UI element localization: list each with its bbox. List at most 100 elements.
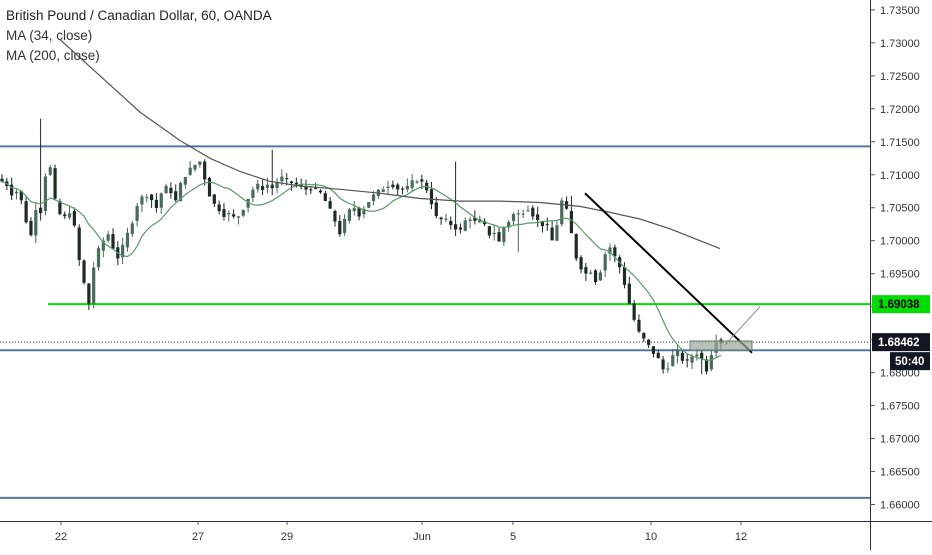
candle-body — [101, 240, 105, 251]
candle-body — [309, 189, 313, 191]
candle-body — [96, 248, 101, 268]
candle-body — [709, 354, 713, 370]
candle-body — [188, 167, 192, 175]
candle-body — [608, 247, 612, 254]
candle-body — [613, 247, 617, 257]
projection-line — [724, 306, 761, 346]
candle-body — [396, 184, 400, 190]
candle-body — [671, 355, 675, 367]
candle-body — [656, 352, 660, 359]
plot-area — [0, 0, 870, 521]
candle-body — [589, 272, 593, 274]
candle-body — [439, 217, 443, 220]
candle-body — [627, 283, 631, 304]
candle-body — [232, 214, 236, 217]
candle-body — [72, 211, 76, 226]
candle-body — [371, 194, 376, 202]
candle-body — [183, 176, 187, 185]
y-tick-label: 1.67000 — [880, 434, 920, 446]
candle-body — [343, 218, 347, 233]
ma-fast-line — [1, 180, 722, 362]
candle-body — [212, 194, 216, 204]
y-tick-label: 1.66000 — [880, 500, 920, 512]
candle-body — [603, 254, 607, 271]
candle-body — [164, 185, 168, 194]
candle-body — [333, 211, 337, 222]
candle-body — [651, 346, 656, 354]
candle-body — [453, 224, 458, 230]
candle-body — [381, 189, 385, 192]
candle-body — [507, 221, 511, 228]
candle-body — [285, 178, 289, 180]
candle-body — [10, 184, 14, 196]
candle-body — [323, 193, 327, 201]
candle-body — [58, 201, 62, 215]
candle-body — [400, 188, 405, 190]
candle-body — [265, 184, 270, 188]
candle-body — [275, 181, 279, 188]
candle-body — [497, 232, 501, 242]
ma-fast-legend[interactable]: MA (34, close) — [6, 28, 93, 43]
candle-body — [700, 352, 704, 359]
x-tick-label: 10 — [645, 531, 657, 543]
candle-body — [222, 209, 226, 217]
candle-body — [550, 227, 554, 241]
candle-body — [449, 220, 453, 226]
candle-body — [420, 179, 424, 182]
y-tick-label: 1.73500 — [880, 5, 920, 17]
candle-body — [314, 187, 318, 189]
symbol-title[interactable]: British Pound / Canadian Dollar, 60, OAN… — [6, 8, 272, 23]
candle-body — [92, 267, 96, 304]
x-tick-label: 29 — [281, 531, 293, 543]
candle-body — [256, 183, 260, 190]
candle-body — [43, 176, 48, 212]
candle-body — [487, 226, 491, 236]
candle-body — [642, 333, 646, 339]
candle-body — [241, 209, 245, 216]
candle-body — [198, 161, 202, 165]
candle-body — [193, 164, 197, 170]
candle-body — [207, 178, 212, 197]
candle-body — [14, 191, 19, 194]
candle-body — [511, 213, 516, 221]
candle-body — [444, 218, 448, 220]
candle-body — [410, 180, 414, 188]
candle-body — [536, 214, 540, 221]
candle-body — [526, 210, 530, 212]
y-tick-label: 1.66500 — [880, 467, 920, 479]
candle-body — [338, 220, 342, 235]
candle-body — [270, 184, 274, 189]
candle-body — [135, 205, 139, 221]
candle-body — [145, 197, 149, 199]
y-tick-label: 1.70000 — [880, 236, 920, 248]
candle-body — [111, 234, 115, 249]
candle-body — [680, 352, 684, 361]
y-tick-label: 1.71000 — [880, 170, 920, 182]
candle-body — [260, 185, 265, 190]
candle-body — [63, 214, 67, 217]
candle-body — [140, 196, 144, 205]
candle-body — [492, 232, 496, 235]
candle-body — [434, 202, 438, 217]
candle-body — [318, 190, 323, 193]
candle-body — [67, 213, 72, 218]
candle-body — [637, 319, 641, 332]
candle-body — [294, 182, 298, 185]
candle-body — [328, 201, 332, 209]
candle-body — [280, 176, 284, 182]
candle-body — [357, 207, 361, 217]
candle-body — [468, 219, 472, 221]
candle-body — [695, 354, 699, 357]
candle-body — [666, 368, 670, 370]
forecast-box — [689, 340, 753, 351]
candle-body — [169, 187, 173, 194]
candle-body — [159, 193, 163, 208]
ma-slow-line — [59, 39, 721, 250]
y-tick-label: 1.68000 — [880, 368, 920, 380]
ma-slow-legend[interactable]: MA (200, close) — [6, 48, 100, 63]
candle-body — [178, 182, 183, 202]
y-tick-label: 1.71500 — [880, 137, 920, 149]
x-tick-label: 22 — [55, 531, 67, 543]
